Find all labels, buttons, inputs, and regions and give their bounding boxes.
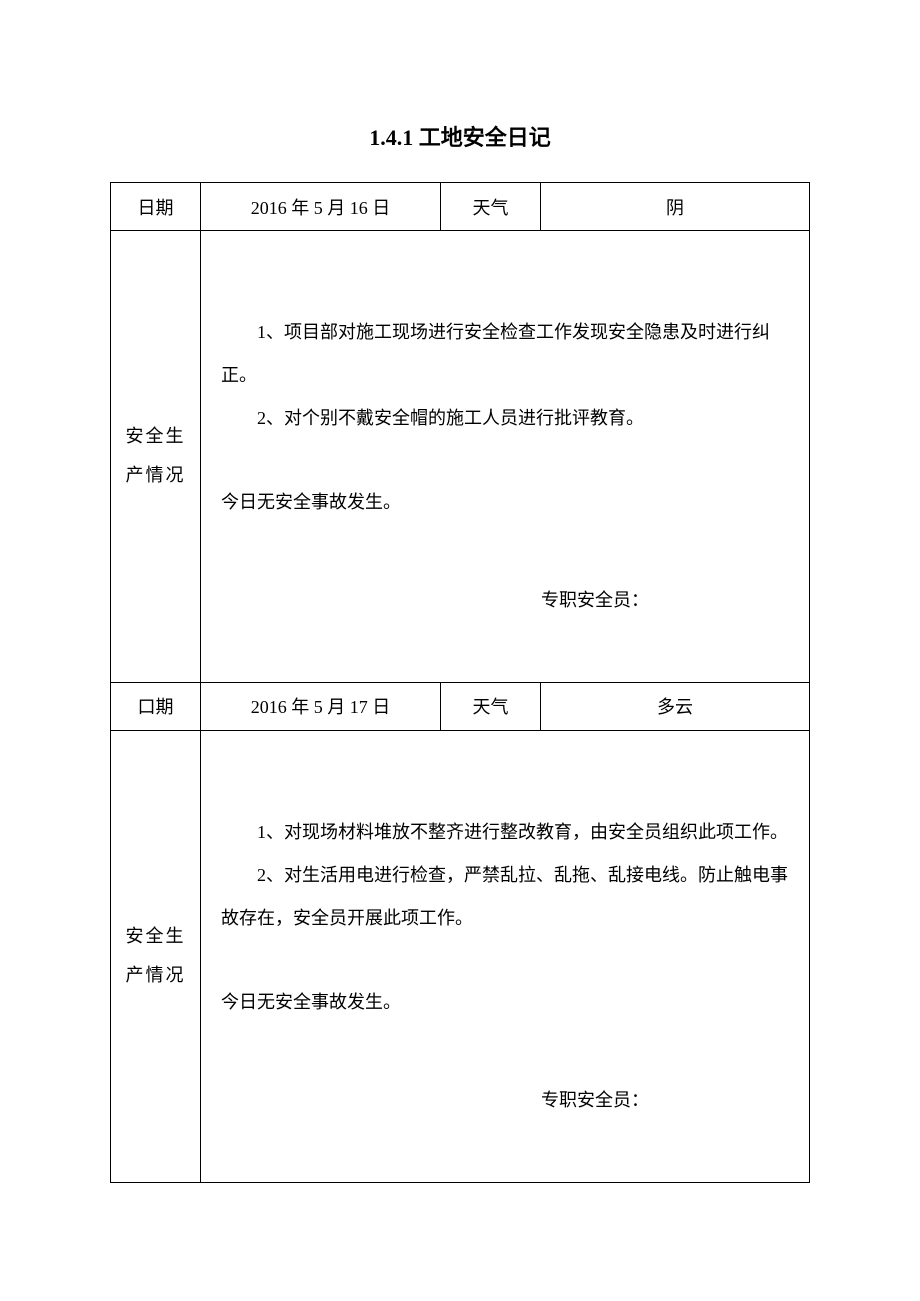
weather-label: 天气 — [441, 183, 541, 231]
safety-side-label: 安全生产情况 — [111, 730, 201, 1182]
entry-content-row: 安全生产情况 1、项目部对施工现场进行安全检查工作发现安全隐患及时进行纠正。 2… — [111, 231, 810, 683]
document-title: 1.4.1 工地安全日记 — [110, 120, 810, 152]
no-accident-text: 今日无安全事故发生。 — [221, 981, 789, 1024]
weather-value: 阴 — [541, 183, 810, 231]
date-value: 2016 年 5 月 17 日 — [201, 682, 441, 730]
diary-table: 日期 2016 年 5 月 16 日 天气 阴 安全生产情况 1、项目部对施工现… — [110, 182, 810, 1183]
no-accident-text: 今日无安全事故发生。 — [221, 481, 789, 524]
content-item: 1、项目部对施工现场进行安全检查工作发现安全隐患及时进行纠正。 — [221, 311, 789, 397]
content-item: 1、对现场材料堆放不整齐进行整改教育，由安全员组织此项工作。 — [221, 811, 789, 854]
entry-content-row: 安全生产情况 1、对现场材料堆放不整齐进行整改教育，由安全员组织此项工作。 2、… — [111, 730, 810, 1182]
safety-side-label: 安全生产情况 — [111, 231, 201, 683]
weather-label: 天气 — [441, 682, 541, 730]
date-value: 2016 年 5 月 16 日 — [201, 183, 441, 231]
entry-header-row: 日期 2016 年 5 月 16 日 天气 阴 — [111, 183, 810, 231]
safety-content: 1、对现场材料堆放不整齐进行整改教育，由安全员组织此项工作。 2、对生活用电进行… — [201, 730, 810, 1182]
signature-label: 专职安全员： — [221, 1079, 789, 1122]
weather-value: 多云 — [541, 682, 810, 730]
date-label: 口期 — [111, 682, 201, 730]
content-item: 2、对个别不戴安全帽的施工人员进行批评教育。 — [221, 397, 789, 440]
signature-label: 专职安全员： — [221, 579, 789, 622]
entry-header-row: 口期 2016 年 5 月 17 日 天气 多云 — [111, 682, 810, 730]
date-label: 日期 — [111, 183, 201, 231]
safety-content: 1、项目部对施工现场进行安全检查工作发现安全隐患及时进行纠正。 2、对个别不戴安… — [201, 231, 810, 683]
content-item: 2、对生活用电进行检查，严禁乱拉、乱拖、乱接电线。防止触电事故存在，安全员开展此… — [221, 854, 789, 940]
